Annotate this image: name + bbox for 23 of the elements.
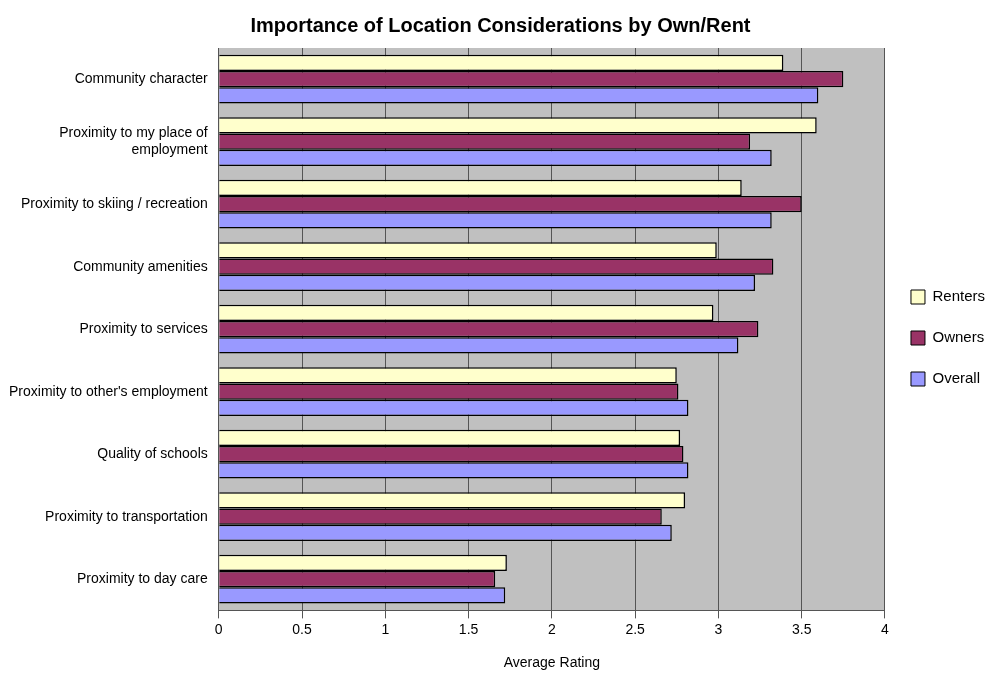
- y-tick-label: Proximity to my place of employment: [59, 124, 208, 157]
- y-tick-label: Community amenities: [73, 257, 208, 274]
- x-tick-label: 1: [381, 620, 390, 637]
- y-tick-label: Proximity to skiing / recreation: [21, 195, 208, 212]
- x-axis-title: Average Rating: [503, 654, 600, 671]
- y-tick-label: Proximity to day care: [77, 570, 208, 587]
- x-tick-label: 3: [714, 620, 723, 637]
- y-tick-label: Community character: [74, 70, 209, 87]
- x-tick-label: 1.5: [458, 620, 479, 637]
- x-tick-label: 4: [881, 620, 890, 637]
- x-tick-label: 2: [547, 620, 556, 637]
- y-tick-label: Proximity to services: [79, 320, 208, 337]
- y-tick-label: Proximity to transportation: [45, 507, 208, 524]
- chart-title: Importance of Location Considerations by Own/Rent: [250, 13, 751, 36]
- legend-label: Renters: [932, 287, 986, 305]
- y-tick-label: Proximity to other's employment: [8, 382, 208, 399]
- y-tick-label: Quality of schools: [97, 445, 208, 462]
- legend-label: Owners: [932, 328, 985, 346]
- x-tick-label: 2.5: [625, 620, 646, 637]
- legend-label: Overall: [932, 369, 980, 387]
- x-tick-label: 3.5: [791, 620, 812, 637]
- x-tick-label: 0: [214, 620, 223, 637]
- x-tick-label: 0.5: [292, 620, 312, 637]
